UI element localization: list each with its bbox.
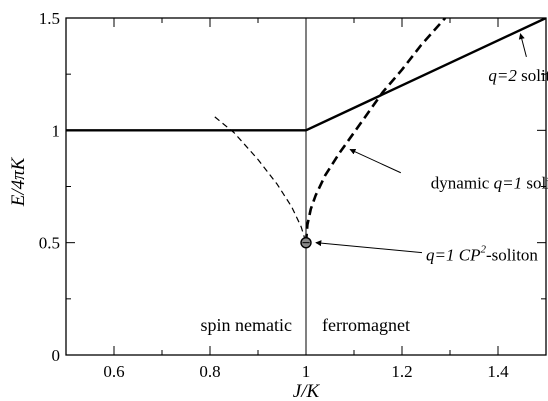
x-tick-label: 1.4 [487,362,509,381]
annotation-cp2-q: q=1 [426,246,459,265]
annotation-dyn-rest: solitons [522,174,548,193]
y-tick-label: 1.5 [39,9,60,28]
annotation-arrow-2 [349,148,402,174]
annotation-cp2-rest: -soliton [486,246,538,265]
annotation-cp2-sup: 2 [480,244,486,256]
annotation-cp2-cp: CP [459,246,481,265]
annotation-dynamic-q1-solitons: dynamic q=1 solitons [431,174,548,193]
y-tick-label: 0 [52,346,61,365]
annotation-q2-rest: solitons [517,66,548,85]
y-axis-label: E/4πK [8,156,29,207]
annotation-arrow-1 [518,33,527,58]
x-tick-label: 1.2 [391,362,412,381]
x-tick-label: 0.8 [199,362,220,381]
series-line-2 [304,18,447,243]
annotation-dyn-pre: dynamic [431,174,494,193]
series-line-3 [214,116,307,243]
region-label-ferromagnet: ferromagnet [322,315,410,335]
annotation-cp2-soliton: q=1 CP2-soliton [426,244,538,265]
y-tick-label: 1 [52,121,61,140]
annotation-q2-solitons: q=2 solitons [488,66,548,85]
x-tick-label: 1 [302,362,311,381]
x-tick-label: 0.6 [103,362,124,381]
annotation-dyn-q: q=1 [494,174,522,193]
annotation-arrow-3 [315,240,423,254]
x-axis-label: J/K [293,381,321,401]
series-line-1 [66,18,546,132]
annotation-q2-q: q=2 [488,66,517,85]
y-tick-label: 0.5 [39,234,60,253]
region-label-spin-nematic: spin nematic [201,315,292,335]
